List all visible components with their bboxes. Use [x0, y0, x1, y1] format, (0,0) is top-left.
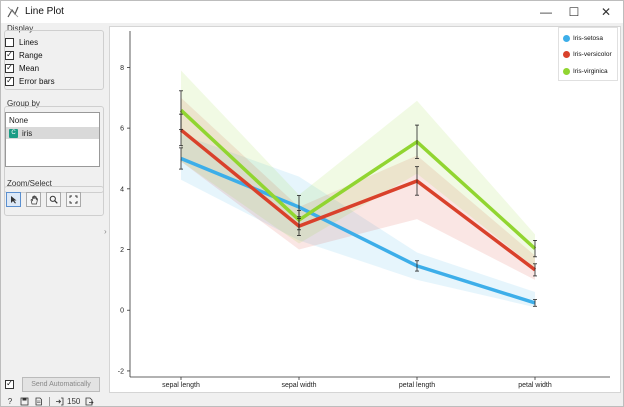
send-automatically-button[interactable]: Send Automatically	[22, 377, 100, 392]
title-bar: Line Plot — ☐ ✕	[1, 1, 623, 23]
input-count: 150	[67, 396, 81, 406]
zoom-tool-button[interactable]	[46, 192, 61, 207]
reset-zoom-button[interactable]	[66, 192, 81, 207]
legend-item-virginica: Iris-virginica	[563, 65, 608, 77]
pan-tool-button[interactable]	[26, 192, 41, 207]
mean-line-iris-setosa	[180, 156, 536, 305]
group-by-item-iris-label: iris	[22, 128, 33, 138]
select-tool-button[interactable]	[6, 192, 21, 207]
mean-label: Mean	[19, 63, 40, 73]
status-separator	[49, 396, 50, 406]
y-tick-label-6: 6	[120, 126, 124, 133]
range-band-iris-versicolor	[181, 97, 535, 280]
x-tick-label-petal-width: petal width	[518, 382, 552, 389]
status-bar: ? 150	[1, 395, 623, 407]
line-plot-app-icon	[7, 6, 19, 18]
y-tick-label-8: 8	[120, 65, 124, 72]
legend-label-setosa: Iris-setosa	[573, 34, 603, 42]
control-sidebar: Display Lines ✓ Range ✓ Mean ✓ Error bar…	[1, 23, 107, 395]
categorical-variable-icon: C	[9, 128, 18, 138]
mean-checkbox[interactable]: ✓	[5, 63, 14, 73]
group-by-item-none[interactable]: None	[6, 114, 99, 126]
display-section-title: Display	[7, 24, 34, 33]
legend-dot-setosa	[563, 34, 570, 42]
legend-item-versicolor: Iris-versicolor	[563, 48, 612, 60]
y-tick-label-2: 2	[120, 247, 124, 254]
save-image-icon[interactable]	[19, 396, 29, 406]
x-tick-label-sepal-width: sepal width	[281, 382, 316, 389]
close-icon: ✕	[600, 5, 612, 19]
zoom-select-box	[4, 186, 104, 216]
mean-line-iris-virginica	[179, 108, 537, 250]
y-tick-label-4: 4	[120, 186, 124, 193]
y-tick-label--2: -2	[118, 368, 124, 375]
minimize-icon: —	[540, 5, 552, 19]
send-auto-option[interactable]: ✓	[5, 378, 19, 390]
input-data-icon	[54, 396, 64, 406]
range-label: Range	[19, 50, 43, 60]
group-by-item-none-label: None	[9, 115, 29, 125]
lines-option[interactable]: Lines	[5, 36, 38, 48]
display-box	[4, 30, 104, 90]
minimize-button[interactable]: —	[529, 1, 563, 23]
mean-option[interactable]: ✓ Mean	[5, 62, 39, 74]
send-auto-checkbox[interactable]: ✓	[5, 379, 14, 389]
report-icon[interactable]	[33, 396, 43, 406]
group-by-item-iris[interactable]: C iris	[6, 127, 99, 139]
window-title: Line Plot	[25, 6, 64, 17]
error-bars-checkbox[interactable]: ✓	[5, 76, 14, 86]
plot-area[interactable]: -2 0 2 4 6 8 sepal length sepal width petal leng…	[109, 26, 621, 393]
close-button[interactable]: ✕	[589, 1, 623, 23]
legend-dot-virginica	[563, 67, 570, 75]
legend-item-setosa: Iris-setosa	[563, 32, 603, 44]
legend-dot-versicolor	[563, 50, 570, 58]
group-by-section-title: Group by	[7, 99, 40, 108]
help-icon[interactable]: ?	[7, 396, 13, 406]
y-tick-label-0: 0	[120, 308, 124, 315]
range-band-iris-virginica	[181, 70, 535, 268]
range-option[interactable]: ✓ Range	[5, 49, 43, 61]
maximize-button[interactable]: ☐	[557, 1, 591, 23]
group-by-listbox[interactable]: None C iris	[5, 112, 100, 167]
mean-line-iris-versicolor	[179, 128, 537, 272]
hand-icon	[30, 195, 38, 204]
pointer-icon	[11, 196, 17, 204]
legend: Iris-setosa Iris-versicolor Iris-virgini…	[558, 27, 618, 81]
output-data-icon	[84, 396, 94, 406]
fit-view-icon	[69, 195, 78, 204]
zoom-select-section-title: Zoom/Select	[7, 179, 52, 188]
lines-label: Lines	[19, 37, 39, 47]
x-tick-label-sepal-length: sepal length	[162, 382, 200, 389]
magnifier-icon	[49, 195, 58, 204]
legend-label-versicolor: Iris-versicolor	[573, 50, 612, 58]
maximize-icon: ☐	[568, 5, 580, 19]
error-bars-label: Error bars	[19, 76, 55, 86]
legend-label-virginica: Iris-virginica	[573, 67, 608, 75]
splitter-chevron-icon[interactable]: ›	[104, 227, 107, 236]
range-band-iris-setosa	[181, 134, 535, 308]
line-chart[interactable]: -2 0 2 4 6 8 sepal length sepal width petal leng…	[110, 27, 620, 392]
range-checkbox[interactable]: ✓	[5, 50, 14, 60]
error-bars-option[interactable]: ✓ Error bars	[5, 75, 55, 87]
x-tick-label-petal-length: petal length	[399, 382, 435, 389]
lines-checkbox[interactable]	[5, 37, 14, 47]
